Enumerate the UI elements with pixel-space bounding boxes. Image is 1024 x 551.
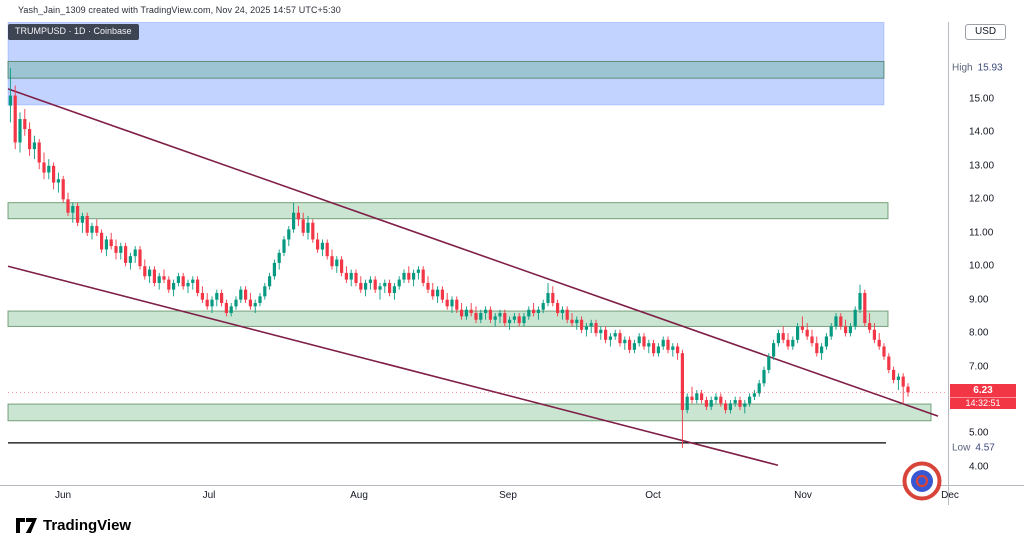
currency-label: USD [965,24,1007,40]
time-axis[interactable]: Jun Jul Aug Sep Oct Nov Dec [0,486,1024,505]
supply-zone-high[interactable] [7,60,885,79]
price-tick-label: 8.00 [969,327,989,339]
attribution-text: Yash_Jain_1309 created with TradingView.… [18,5,341,15]
time-axis-label-dec: Dec [941,490,959,501]
time-axis-label-oct: Oct [645,490,661,501]
high-price-label: High 15.93 [952,62,1003,73]
low-price-label: Low 4.57 [952,442,995,453]
price-tick-label: 7.00 [969,361,989,373]
high-label-value: 15.93 [977,62,1003,74]
time-axis-label-aug: Aug [350,490,368,501]
demand-zone-5-6[interactable] [7,403,932,422]
price-tick-label: 10.00 [969,260,995,272]
price-tick-label: 9.00 [969,294,989,306]
last-price-badge[interactable]: 6.23 14:32:51 [950,384,1016,410]
low-label-value: 4.57 [975,442,995,454]
time-axis-label-jul: Jul [202,490,216,501]
high-label-text: High [952,62,973,74]
chart-canvas[interactable] [0,22,948,485]
chart-pane[interactable]: TRUMPUSD · 1D · Coinbase [0,22,948,485]
seal-logo [902,461,942,501]
price-axis-separator [948,22,949,505]
bar-close-countdown: 14:32:51 [950,397,1016,410]
tradingview-logo-icon [16,518,37,533]
time-axis-label-sep: Sep [499,490,517,501]
low-label-text: Low [952,442,971,454]
time-axis-label-jun: Jun [54,490,72,501]
last-price-value: 6.23 [950,384,1016,398]
price-tick-label: 4.00 [969,461,989,473]
supply-zone-8-6[interactable] [7,310,889,327]
price-tick-label: 13.00 [969,160,995,172]
blue-resistance-band[interactable] [7,22,885,106]
tradingview-logo[interactable]: TradingView [16,517,131,534]
price-tick-label: 12.00 [969,193,995,205]
price-tick-label: 11.00 [969,227,994,239]
supply-zone-11-9[interactable] [7,202,889,220]
time-axis-label-nov: Nov [794,490,812,501]
symbol-legend[interactable]: TRUMPUSD · 1D · Coinbase [8,24,139,40]
tradingview-logo-text: TradingView [43,517,132,534]
price-tick-label: 5.00 [969,427,989,439]
time-axis-separator [0,485,1024,486]
price-axis[interactable]: USD High 15.93 15.00 14.00 13.00 12.00 11.00… [949,22,1024,485]
price-tick-label: 14.00 [969,126,995,138]
lower-descending-trendline[interactable] [7,265,779,467]
price-tick-label: 15.00 [969,93,995,105]
upper-descending-trendline[interactable] [7,88,939,417]
candlestick-series [8,67,910,448]
